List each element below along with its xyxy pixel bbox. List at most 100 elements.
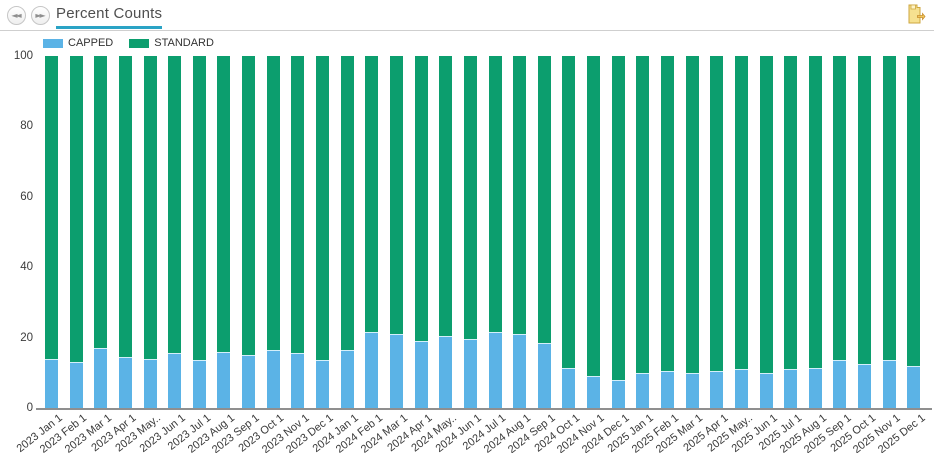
standard-segment[interactable]: [439, 56, 453, 336]
capped-segment[interactable]: [316, 360, 330, 408]
bar-2023-sep-1[interactable]: [242, 56, 256, 408]
capped-segment[interactable]: [611, 379, 625, 408]
capped-segment[interactable]: [291, 353, 305, 408]
capped-segment[interactable]: [808, 367, 822, 408]
standard-segment[interactable]: [587, 56, 601, 377]
bar-2025-jan-1[interactable]: [636, 56, 650, 408]
standard-segment[interactable]: [710, 56, 724, 372]
bar-2025-jul-1[interactable]: [784, 56, 798, 408]
bar-2023-jul-1[interactable]: [192, 56, 206, 408]
capped-segment[interactable]: [661, 371, 674, 408]
capped-segment[interactable]: [513, 334, 527, 408]
capped-segment[interactable]: [759, 372, 773, 408]
standard-segment[interactable]: [685, 56, 699, 373]
standard-segment[interactable]: [45, 56, 58, 359]
bar-2025-apr-1[interactable]: [710, 56, 724, 408]
standard-segment[interactable]: [118, 56, 132, 357]
capped-segment[interactable]: [439, 335, 453, 408]
bar-2024-aug-1[interactable]: [513, 56, 527, 408]
bar-2025-aug-1[interactable]: [808, 56, 822, 408]
standard-segment[interactable]: [168, 56, 182, 354]
prev-chart-button[interactable]: ◄◄: [7, 6, 26, 25]
standard-segment[interactable]: [759, 56, 773, 373]
standard-segment[interactable]: [463, 56, 477, 340]
capped-segment[interactable]: [488, 332, 502, 408]
bar-2024-mar-1[interactable]: [389, 56, 403, 408]
standard-segment[interactable]: [907, 56, 921, 366]
bar-2024-jun-1[interactable]: [463, 56, 477, 408]
capped-segment[interactable]: [266, 349, 280, 408]
capped-segment[interactable]: [907, 365, 921, 408]
standard-segment[interactable]: [340, 56, 354, 350]
bar-2023-may-[interactable]: [143, 56, 157, 408]
capped-segment[interactable]: [118, 356, 132, 408]
bar-2025-may-[interactable]: [734, 56, 748, 408]
standard-segment[interactable]: [217, 56, 231, 352]
bar-2024-dec-1[interactable]: [611, 56, 625, 408]
standard-segment[interactable]: [94, 56, 108, 349]
standard-segment[interactable]: [488, 56, 502, 333]
capped-segment[interactable]: [537, 342, 551, 408]
bar-2024-may-[interactable]: [439, 56, 453, 408]
standard-segment[interactable]: [192, 56, 206, 361]
capped-segment[interactable]: [45, 358, 58, 408]
bar-2023-nov-1[interactable]: [291, 56, 305, 408]
standard-segment[interactable]: [611, 56, 625, 380]
standard-segment[interactable]: [537, 56, 551, 343]
bar-2023-oct-1[interactable]: [266, 56, 280, 408]
capped-segment[interactable]: [94, 348, 108, 408]
capped-segment[interactable]: [562, 367, 576, 408]
bar-2024-sep-1[interactable]: [537, 56, 551, 408]
standard-segment[interactable]: [833, 56, 847, 361]
bar-2023-feb-1[interactable]: [69, 56, 83, 408]
standard-segment[interactable]: [389, 56, 403, 335]
standard-segment[interactable]: [734, 56, 748, 370]
bar-2023-mar-1[interactable]: [94, 56, 108, 408]
standard-segment[interactable]: [365, 56, 379, 333]
capped-segment[interactable]: [192, 360, 206, 408]
standard-segment[interactable]: [661, 56, 674, 372]
standard-segment[interactable]: [513, 56, 527, 335]
capped-segment[interactable]: [734, 369, 748, 408]
capped-segment[interactable]: [784, 369, 798, 408]
capped-segment[interactable]: [242, 355, 256, 408]
capped-segment[interactable]: [69, 362, 83, 408]
bar-2025-jun-1[interactable]: [759, 56, 773, 408]
bar-2024-apr-1[interactable]: [414, 56, 428, 408]
standard-segment[interactable]: [562, 56, 576, 368]
bar-2025-mar-1[interactable]: [685, 56, 699, 408]
bar-2023-apr-1[interactable]: [118, 56, 132, 408]
bar-2023-dec-1[interactable]: [316, 56, 330, 408]
standard-segment[interactable]: [242, 56, 256, 356]
next-chart-button[interactable]: ►►: [31, 6, 50, 25]
legend-item-standard[interactable]: STANDARD: [129, 37, 214, 49]
capped-segment[interactable]: [636, 372, 650, 408]
bar-2024-jul-1[interactable]: [488, 56, 502, 408]
standard-segment[interactable]: [808, 56, 822, 368]
capped-segment[interactable]: [340, 349, 354, 408]
standard-segment[interactable]: [69, 56, 83, 363]
capped-segment[interactable]: [882, 360, 896, 408]
capped-segment[interactable]: [217, 351, 231, 408]
bar-2025-sep-1[interactable]: [833, 56, 847, 408]
standard-segment[interactable]: [266, 56, 280, 350]
capped-segment[interactable]: [833, 360, 847, 408]
standard-segment[interactable]: [291, 56, 305, 354]
standard-segment[interactable]: [882, 56, 896, 361]
standard-segment[interactable]: [143, 56, 157, 359]
capped-segment[interactable]: [710, 371, 724, 408]
standard-segment[interactable]: [316, 56, 330, 361]
bar-2024-nov-1[interactable]: [587, 56, 601, 408]
capped-segment[interactable]: [463, 339, 477, 408]
capped-segment[interactable]: [143, 358, 157, 408]
bar-2023-aug-1[interactable]: [217, 56, 231, 408]
capped-segment[interactable]: [858, 364, 872, 408]
capped-segment[interactable]: [389, 334, 403, 408]
standard-segment[interactable]: [858, 56, 872, 364]
capped-segment[interactable]: [365, 332, 379, 408]
bar-2025-feb-1[interactable]: [661, 56, 674, 408]
standard-segment[interactable]: [636, 56, 650, 373]
bar-2023-jan-1[interactable]: [45, 56, 58, 408]
bar-2025-nov-1[interactable]: [882, 56, 896, 408]
capped-segment[interactable]: [587, 376, 601, 408]
